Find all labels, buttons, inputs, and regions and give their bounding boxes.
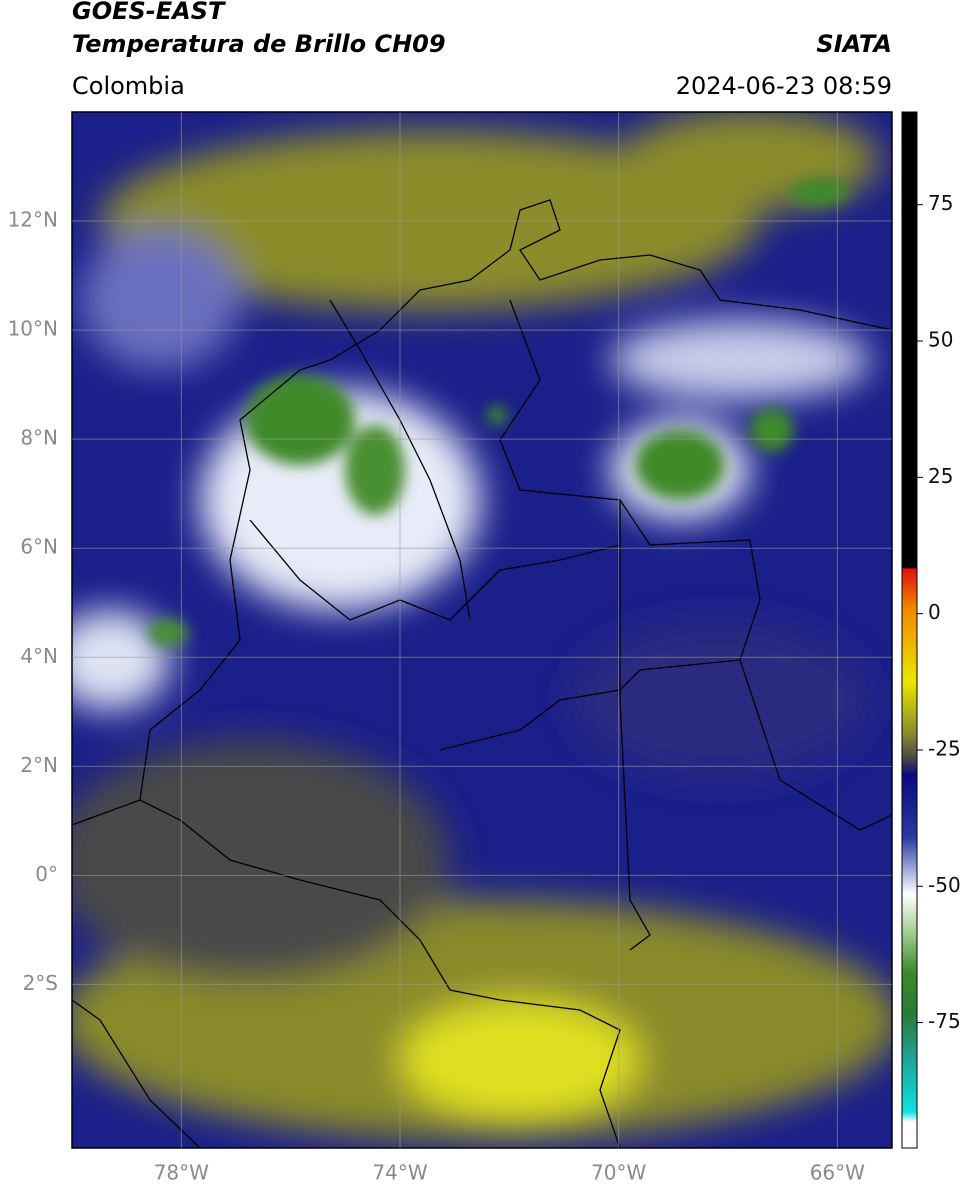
- lat-label: 12°N: [8, 208, 58, 232]
- colorbar-label: -25: [928, 736, 961, 760]
- source: SIATA: [816, 30, 892, 58]
- lon-label: 66°W: [810, 1161, 865, 1185]
- lon-label: 74°W: [372, 1161, 427, 1185]
- colorbar-label: 75: [928, 191, 953, 215]
- lat-label: 2°S: [23, 971, 58, 995]
- product: Temperatura de Brillo CH09: [72, 30, 446, 58]
- lon-label: 70°W: [591, 1161, 646, 1185]
- lon-label: 78°W: [154, 1161, 209, 1185]
- region: Colombia: [72, 72, 185, 100]
- satellite: GOES-EAST: [72, 0, 226, 25]
- lat-label: 2°N: [20, 753, 58, 777]
- map-frame: [71, 111, 893, 1149]
- colorbar-label: 0: [928, 600, 941, 624]
- lat-label: 8°N: [20, 426, 58, 450]
- colorbar-label: -75: [928, 1009, 961, 1033]
- satellite-image: [72, 112, 892, 1148]
- colorbar-label: 25: [928, 464, 953, 488]
- lat-label: 0°: [35, 862, 58, 886]
- lat-label: 6°N: [20, 535, 58, 559]
- colorbar-label: 50: [928, 328, 953, 352]
- datetime: 2024-06-23 08:59: [676, 72, 892, 100]
- colorbar-label: -50: [928, 873, 961, 897]
- lat-label: 4°N: [20, 644, 58, 668]
- lat-label: 10°N: [8, 317, 58, 341]
- colorbar: [901, 111, 918, 1149]
